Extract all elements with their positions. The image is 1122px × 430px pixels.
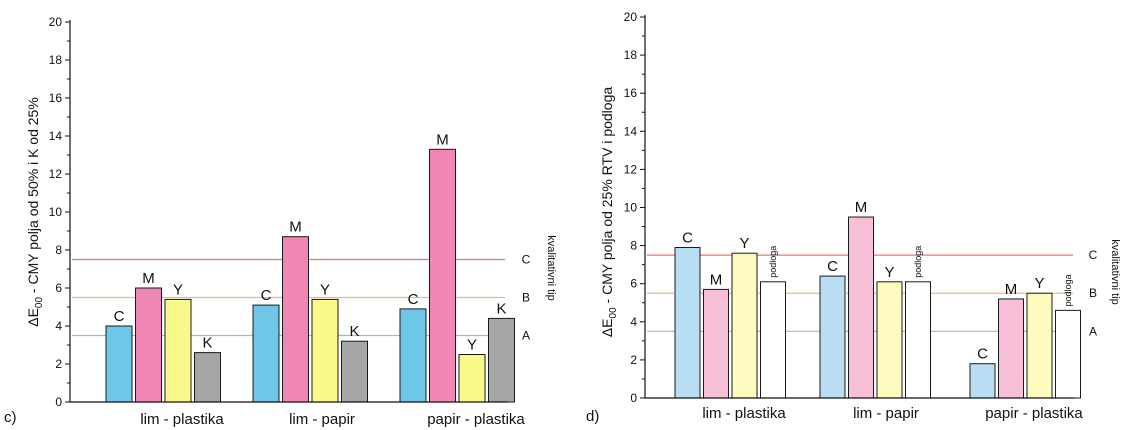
bar-label-c: C [827, 258, 838, 275]
y-axis-label: ΔE00 - CMY polja od 25% RTV i podloga [599, 87, 619, 338]
bar-label-m: M [289, 219, 302, 236]
y-tick-label: 18 [624, 48, 638, 62]
y-tick-label: 8 [630, 239, 637, 253]
bar-label-c: C [977, 346, 988, 363]
y-tick-label: 16 [49, 91, 63, 105]
bar-podloga-3 [1055, 309, 1081, 399]
y-tick-label: 14 [49, 129, 63, 143]
bar-label-podloga: podloga [913, 246, 923, 278]
category-label: lim - papir [853, 405, 919, 422]
threshold-label-c: C [1089, 248, 1098, 262]
bar-label-m: M [855, 199, 868, 216]
bar-m-1 [135, 287, 162, 403]
bar-label-k: K [496, 300, 506, 317]
category-label: lim - papir [289, 411, 355, 428]
threshold-label-b: B [1089, 286, 1097, 300]
bar-label-y: Y [884, 264, 894, 281]
bar-m-2 [282, 236, 309, 403]
bar-label-c: C [682, 230, 693, 247]
y-tick-label: 20 [49, 15, 63, 29]
bar-m-1 [703, 288, 729, 399]
bar-label-podloga: podloga [768, 246, 778, 278]
bar-k-1 [194, 352, 221, 403]
bar-label-y: Y [173, 281, 183, 298]
y-tick-label: 6 [55, 281, 62, 295]
category-label: lim - plastika [702, 405, 786, 422]
bar-label-k: K [349, 323, 359, 340]
bar-y-1 [164, 298, 192, 403]
y-tick-label: 16 [624, 86, 638, 100]
threshold-group-label: kvalitativni tip [1109, 239, 1121, 304]
threshold-label-a: A [1089, 324, 1097, 338]
bar-m-3 [998, 298, 1024, 399]
y-tick-label: 10 [624, 201, 638, 215]
y-axis-label-rest: - CMY polja od 25% RTV i podloga [599, 87, 615, 308]
bar-c-2 [819, 275, 846, 399]
bar-podloga-2 [905, 281, 931, 399]
bar-label-y: Y [1034, 275, 1044, 292]
bar-c-1 [105, 325, 133, 403]
y-axis-label-subscript: 00 [34, 297, 45, 309]
bar-label-c: C [408, 291, 419, 308]
threshold-label-c: C [522, 253, 531, 267]
bar-label-podloga: podloga [1063, 274, 1073, 306]
panel-label: c) [4, 409, 17, 426]
threshold-label-b: B [522, 291, 530, 305]
y-tick-label: 14 [624, 124, 638, 138]
bar-y-3 [1026, 292, 1053, 399]
bar-label-k: K [202, 335, 212, 352]
bar-podloga-1 [760, 281, 786, 399]
bar-label-m: M [142, 270, 155, 287]
bar-m-3 [429, 148, 456, 403]
panel-label: d) [586, 408, 599, 425]
y-tick-label: 0 [630, 391, 637, 405]
bar-y-3 [458, 354, 486, 403]
bar-label-y: Y [320, 281, 330, 298]
y-axis-label-main: ΔE [25, 308, 41, 327]
y-tick-label: 6 [630, 277, 637, 291]
bar-c-2 [252, 304, 280, 403]
category-label: papir - plastika [427, 411, 525, 428]
bar-label-y: Y [467, 337, 477, 354]
y-tick-label: 2 [630, 353, 637, 367]
y-tick-label: 8 [55, 243, 62, 257]
y-tick-label: 18 [49, 53, 63, 67]
bar-label-c: C [261, 287, 272, 304]
category-label: lim - plastika [140, 411, 224, 428]
y-tick-label: 4 [55, 319, 62, 333]
bar-label-m: M [1005, 281, 1018, 298]
bar-c-3 [969, 363, 996, 399]
y-axis-label-main: ΔE [599, 318, 615, 337]
bar-label-y: Y [739, 235, 749, 252]
bar-m-2 [848, 216, 874, 399]
category-label: papir - plastika [985, 405, 1083, 422]
y-tick-label: 2 [55, 357, 62, 371]
y-tick-label: 10 [49, 205, 63, 219]
y-tick-label: 20 [624, 10, 638, 24]
bar-label-m: M [710, 271, 723, 288]
threshold-group-label: kvalitativni tip [545, 235, 557, 300]
bar-y-1 [731, 252, 758, 399]
y-axis-label-subscript: 00 [608, 307, 619, 319]
bar-label-c: C [114, 308, 125, 325]
y-tick-label: 0 [55, 395, 62, 409]
y-tick-label: 12 [624, 162, 638, 176]
bar-c-1 [674, 247, 701, 399]
bar-c-3 [399, 308, 427, 403]
bar-label-m: M [436, 131, 449, 148]
y-tick-label: 12 [49, 167, 63, 181]
bar-k-2 [341, 340, 368, 403]
y-tick-label: 4 [630, 315, 637, 329]
y-axis-label-rest: - CMY polja od 50% i K od 25% [25, 97, 41, 297]
bar-y-2 [311, 298, 339, 403]
bar-y-2 [876, 281, 903, 399]
bar-k-3 [488, 317, 515, 403]
y-axis-label: ΔE00 - CMY polja od 50% i K od 25% [25, 97, 45, 327]
threshold-label-a: A [522, 329, 530, 343]
